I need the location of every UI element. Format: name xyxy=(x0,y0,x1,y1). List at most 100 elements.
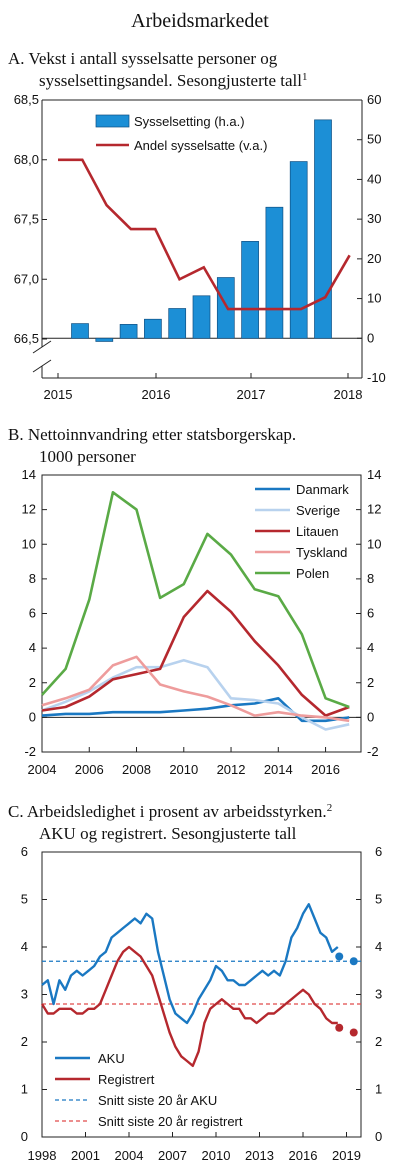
legend-label-danmark: Danmark xyxy=(296,482,349,497)
plot-b-right-tick-label: 8 xyxy=(367,571,374,586)
legend-label-registrert: Registrert xyxy=(98,1072,155,1087)
panel-c-title-line2: AKU og registrert. Sesongjusterte tall xyxy=(39,824,297,843)
bar-sysselsetting xyxy=(265,206,284,339)
bar-sysselsetting xyxy=(314,119,332,339)
plot-b-left-tick-label: 14 xyxy=(22,467,36,482)
plot-c-right-tick-label: 4 xyxy=(375,939,382,954)
plot-c-right-tick-label: 2 xyxy=(375,1034,382,1049)
projection-point-aku xyxy=(335,952,344,961)
panel-b: B. Nettoinnvandring etter statsborgerska… xyxy=(8,425,381,777)
line-aku xyxy=(41,903,339,1025)
line-registrert xyxy=(40,945,338,1068)
plot-a: 66,5 67,0 67,5 68,0 68,5 -10 0 10 20 30 40 50 60 2015… xyxy=(14,92,386,402)
panel-c: C. Arbeidsledighet i prosent av arbeidss… xyxy=(8,802,382,1163)
legend-label-tyskland: Tyskland xyxy=(296,545,347,560)
legend-label-sysselsetting: Sysselsetting (h.a.) xyxy=(134,114,245,129)
line-danmark xyxy=(41,696,350,723)
plot-c-left-tick-label: 2 xyxy=(21,1034,28,1049)
plot-a-right-tick-label: 10 xyxy=(367,291,381,306)
svg-text:C. Arbeidsledighet i prosent: C. Arbeidsledighet i prosent av arbeidss… xyxy=(8,802,332,821)
plot-b-right-tick-label: 0 xyxy=(367,709,374,724)
panel-c-footnote: 2 xyxy=(327,802,333,814)
plot-a-axis-break-mark xyxy=(32,359,52,373)
panel-b-title-line1: B. Nettoinnvandring etter statsborgerska… xyxy=(8,425,296,444)
plot-a-right-tick-label: 50 xyxy=(367,132,381,147)
plot-c-x-tick-label: 2001 xyxy=(71,1148,100,1163)
plot-c-right-tick-label: 0 xyxy=(375,1129,382,1144)
plot-c-right-tick-label: 6 xyxy=(375,844,382,859)
bar-sysselsetting xyxy=(289,161,308,339)
legend-label-sverige: Sverige xyxy=(296,503,340,518)
projection-point-aku xyxy=(349,957,358,966)
plot-a-right-tick-label: 30 xyxy=(367,211,381,226)
plot-b-right-tick-label: 10 xyxy=(367,536,381,551)
plot-a-x-tick-label: 2016 xyxy=(142,387,171,402)
plot-c-x-tick-label: 2016 xyxy=(289,1148,318,1163)
line-litauen xyxy=(41,589,350,717)
svg-text:sysselsettingsandel. Sesongjus: sysselsettingsandel. Sesongjusterte tall… xyxy=(39,71,308,90)
plot-b-left-tick-label: 10 xyxy=(22,536,36,551)
plot-c-x-tick-label: 2004 xyxy=(115,1148,144,1163)
plot-a-left-tick-label: 67,0 xyxy=(14,271,39,286)
plot-b-left-tick-label: 4 xyxy=(29,640,36,655)
plot-c-x-tick-label: 2013 xyxy=(245,1148,274,1163)
plot-a-axis-break-mark xyxy=(32,340,52,354)
legend-label-snitt-aku: Snitt siste 20 år AKU xyxy=(98,1093,217,1108)
plot-b-right-tick-label: 2 xyxy=(367,675,374,690)
plot-a-right-tick-label: -10 xyxy=(367,370,386,385)
legend-label-andel: Andel sysselsatte (v.a.) xyxy=(134,138,267,153)
legend-label-aku: AKU xyxy=(98,1051,125,1066)
plot-c-right-tick-label: 5 xyxy=(375,892,382,907)
bar-sysselsetting xyxy=(119,324,138,339)
bar-sysselsetting xyxy=(95,337,114,342)
line-polen xyxy=(41,490,350,709)
legend-label-litauen: Litauen xyxy=(296,524,339,539)
projection-point-registrert xyxy=(335,1023,344,1032)
plot-b-x-tick-label: 2010 xyxy=(169,762,198,777)
plot-b-right-tick-label: 14 xyxy=(367,467,381,482)
panel-b-title-line2: 1000 personer xyxy=(39,447,136,466)
plot-c-left-tick-label: 1 xyxy=(21,1082,28,1097)
plot-b-left-tick-label: -2 xyxy=(24,744,36,759)
panel-a-title-line1: A. Vekst i antall sysselsatte personer o… xyxy=(8,49,278,68)
plot-b-left-tick-label: 8 xyxy=(29,571,36,586)
plot-a-left-tick-label: 67,5 xyxy=(14,212,39,227)
plot-b-x-tick-label: 2004 xyxy=(28,762,57,777)
plot-b: -2 -2 0 0 2 2 4 4 6 6 8 8 10 10 12 12 14 14 2004 2006 2008 20… xyxy=(22,467,382,777)
projection-point-registrert xyxy=(349,1028,358,1037)
plot-b-right-tick-label: 6 xyxy=(367,606,374,621)
plot-a-left-tick-label: 66,5 xyxy=(14,331,39,346)
plot-b-right-tick-label: -2 xyxy=(367,744,379,759)
plot-b-x-tick-label: 2008 xyxy=(122,762,151,777)
plot-b-x-tick-label: 2012 xyxy=(217,762,246,777)
plot-c-x-tick-label: 2007 xyxy=(158,1148,187,1163)
legend-swatch-sysselsetting xyxy=(95,114,130,128)
plot-c-x-tick-label: 1998 xyxy=(28,1148,57,1163)
panel-a: A. Vekst i antall sysselsatte personer o… xyxy=(8,49,386,402)
panel-a-title-line2: sysselsettingsandel. Sesongjusterte tall xyxy=(39,71,302,90)
plot-a-right-tick-label: 60 xyxy=(367,92,381,107)
plot-b-x-tick-label: 2016 xyxy=(311,762,340,777)
plot-a-right-tick-label: 0 xyxy=(367,330,374,345)
plot-c-left-tick-label: 5 xyxy=(21,892,28,907)
line-tyskland xyxy=(41,655,350,723)
plot-b-right-tick-label: 4 xyxy=(367,640,374,655)
panel-a-footnote: 1 xyxy=(302,71,308,83)
plot-c-left-tick-label: 6 xyxy=(21,844,28,859)
plot-c-x-tick-label: 2010 xyxy=(202,1148,231,1163)
main-title: Arbeidsmarkedet xyxy=(131,10,269,32)
plot-b-x-tick-label: 2006 xyxy=(75,762,104,777)
plot-c-x-tick-label: 2019 xyxy=(332,1148,361,1163)
plot-a-x-tick-label: 2017 xyxy=(237,387,266,402)
plot-a-right-tick-label: 20 xyxy=(367,251,381,266)
legend-label-polen: Polen xyxy=(296,566,329,581)
plot-c-right-tick-label: 1 xyxy=(375,1082,382,1097)
plot-b-x-tick-label: 2014 xyxy=(264,762,293,777)
plot-b-left-tick-label: 12 xyxy=(22,502,36,517)
bar-sysselsetting xyxy=(241,241,259,339)
plot-b-right-tick-label: 12 xyxy=(367,502,381,517)
plot-c-left-tick-label: 3 xyxy=(21,987,28,1002)
plot-b-left-tick-label: 0 xyxy=(29,709,36,724)
plot-c: 0 0 1 1 2 2 3 3 4 4 5 5 6 6 1998 2001 2004 2007 2010 2013 20… xyxy=(21,844,382,1163)
plot-c-left-tick-label: 4 xyxy=(21,939,28,954)
